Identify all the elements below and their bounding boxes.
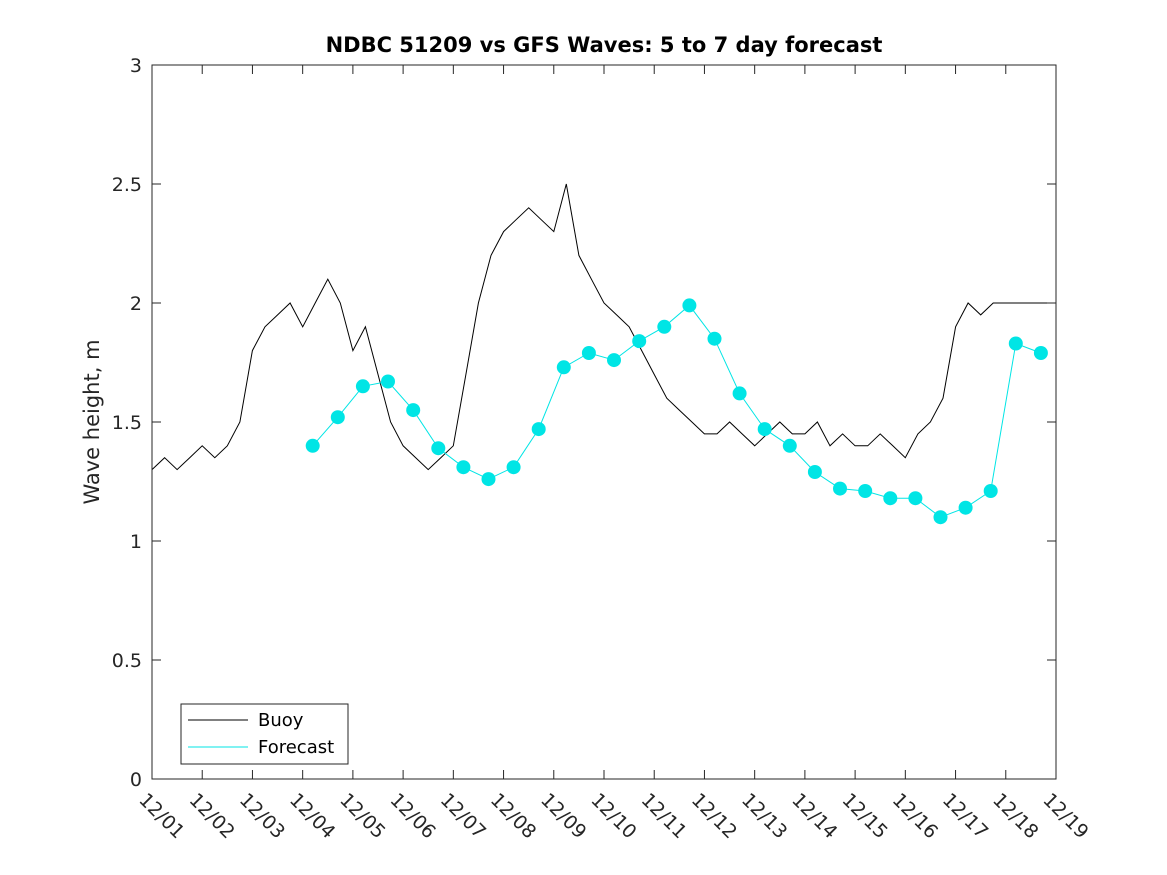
chart-title: NDBC 51209 vs GFS Waves: 5 to 7 day fore… bbox=[326, 33, 883, 57]
buoy-series-line bbox=[151, 183, 1056, 471]
forecast-point bbox=[506, 460, 521, 475]
forecast-point bbox=[1008, 336, 1023, 351]
forecast-point bbox=[883, 491, 898, 506]
legend-forecast-label: Forecast bbox=[258, 737, 334, 758]
forecast-point bbox=[757, 422, 772, 437]
forecast-point bbox=[1033, 346, 1048, 360]
legend: Buoy Forecast bbox=[180, 703, 349, 765]
forecast-point bbox=[908, 491, 923, 506]
y-tick-label: 3 bbox=[130, 55, 142, 77]
forecast-point bbox=[657, 319, 672, 334]
y-tick-label: 2.5 bbox=[112, 174, 142, 196]
y-tick-label: 0 bbox=[130, 769, 142, 791]
forecast-point bbox=[933, 510, 948, 525]
forecast-point bbox=[556, 360, 571, 375]
forecast-point bbox=[983, 484, 998, 498]
forecast-point bbox=[431, 441, 446, 456]
forecast-point bbox=[782, 438, 797, 453]
y-tick-label: 1 bbox=[130, 531, 142, 553]
forecast-point bbox=[732, 386, 747, 401]
plot-background bbox=[152, 65, 1056, 779]
plot-area bbox=[151, 65, 1056, 779]
forecast-point bbox=[833, 481, 847, 496]
forecast-markers bbox=[305, 298, 1048, 525]
y-axis-label: Wave height, m bbox=[80, 339, 104, 504]
forecast-point bbox=[707, 331, 722, 346]
forecast-point bbox=[481, 472, 496, 487]
y-tick-label: 2 bbox=[130, 293, 142, 315]
forecast-point bbox=[305, 438, 320, 453]
forecast-point bbox=[958, 500, 973, 515]
forecast-point bbox=[607, 353, 621, 368]
y-tick-label: 1.5 bbox=[112, 412, 142, 434]
legend-buoy-label: Buoy bbox=[258, 710, 304, 731]
forecast-point bbox=[355, 379, 370, 394]
forecast-point bbox=[456, 460, 471, 475]
y-tick-label: 0.5 bbox=[112, 650, 142, 672]
forecast-point bbox=[632, 334, 647, 349]
forecast-point bbox=[807, 465, 822, 479]
forecast-point bbox=[682, 298, 697, 313]
forecast-point bbox=[581, 346, 596, 360]
forecast-point bbox=[330, 410, 345, 425]
y-axis: 0 0.5 1 1.5 2 2.5 3 bbox=[112, 55, 1056, 791]
forecast-point bbox=[531, 422, 546, 437]
forecast-point bbox=[381, 374, 395, 389]
legend-box bbox=[180, 703, 349, 765]
forecast-point bbox=[858, 484, 873, 498]
forecast-point bbox=[406, 403, 421, 418]
